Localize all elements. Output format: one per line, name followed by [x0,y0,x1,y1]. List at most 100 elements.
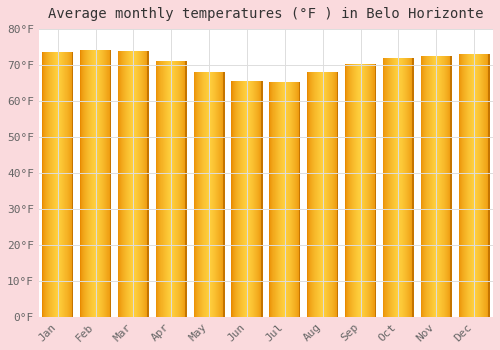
Bar [292,82,293,317]
Bar [383,58,384,317]
Bar [176,61,177,317]
Bar [102,50,103,317]
Bar [206,72,207,317]
Bar [110,50,111,317]
Bar [476,54,478,317]
Bar [477,54,478,317]
Bar [46,52,47,317]
Bar [410,58,411,317]
Bar [325,72,326,317]
Bar [462,54,463,317]
Bar [296,82,297,317]
Bar [238,81,240,317]
Bar [238,81,239,317]
Bar [295,82,296,317]
Bar [486,54,487,317]
Bar [261,81,262,317]
Bar [286,82,287,317]
Bar [488,54,489,317]
Bar [106,50,107,317]
Bar [90,50,91,317]
Bar [64,52,65,317]
Bar [315,72,316,317]
Bar [369,64,370,317]
Bar [246,81,247,317]
Bar [170,61,171,317]
Bar [317,72,318,317]
Bar [391,58,392,317]
Bar [394,58,395,317]
Bar [270,82,271,317]
Bar [159,61,160,317]
Bar [171,61,172,317]
Bar [255,81,256,317]
Bar [275,82,276,317]
Bar [393,58,394,317]
Bar [89,50,90,317]
Bar [72,52,74,317]
Bar [399,58,400,317]
Bar [283,82,284,317]
Bar [298,82,299,317]
Bar [256,81,257,317]
Bar [143,51,144,317]
Bar [49,52,50,317]
Bar [48,52,49,317]
Bar [57,52,58,317]
Bar [84,50,85,317]
Bar [132,51,133,317]
Bar [258,81,259,317]
Bar [368,64,369,317]
Bar [461,54,462,317]
Bar [222,72,223,317]
Bar [482,54,483,317]
Bar [278,82,279,317]
Bar [448,56,449,317]
Bar [174,61,175,317]
Bar [356,64,357,317]
Bar [199,72,200,317]
Bar [94,50,95,317]
Bar [473,54,474,317]
Bar [138,51,139,317]
Bar [279,82,280,317]
Bar [462,54,464,317]
Bar [108,50,109,317]
Bar [450,56,452,317]
Bar [240,81,241,317]
Bar [367,64,368,317]
Bar [157,61,158,317]
Bar [329,72,330,317]
Bar [145,51,146,317]
Bar [223,72,224,317]
Bar [180,61,181,317]
Bar [349,64,350,317]
Bar [219,72,220,317]
Bar [357,64,358,317]
Bar [98,50,99,317]
Bar [44,52,45,317]
Bar [194,72,195,317]
Bar [247,81,248,317]
Bar [294,82,295,317]
Bar [59,52,60,317]
Bar [85,50,86,317]
Bar [109,50,110,317]
Bar [237,81,238,317]
Bar [413,58,414,317]
Bar [50,52,51,317]
Bar [483,54,484,317]
Bar [91,50,92,317]
Bar [216,72,217,317]
Bar [184,61,186,317]
Bar [434,56,436,317]
Bar [121,51,122,317]
Bar [401,58,402,317]
Bar [221,72,222,317]
Bar [80,50,81,317]
Bar [433,56,434,317]
Bar [444,56,445,317]
Bar [353,64,354,317]
Bar [358,64,359,317]
Bar [58,52,59,317]
